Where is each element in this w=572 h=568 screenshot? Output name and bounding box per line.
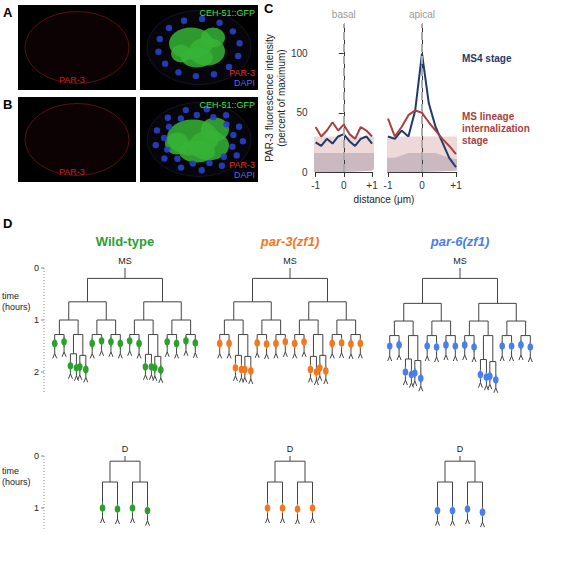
svg-text:MS4 stage: MS4 stage [462,53,512,64]
svg-text:PAR-3: PAR-3 [229,160,255,170]
svg-text:MS: MS [283,256,297,266]
svg-text:0: 0 [34,451,39,461]
svg-text:50: 50 [296,107,308,118]
svg-text:PAR-3 fluorescence intensity: PAR-3 fluorescence intensity [264,34,275,162]
svg-text:PAR-3: PAR-3 [59,167,85,177]
svg-text:MS lineage: MS lineage [462,111,515,122]
svg-text:time: time [2,291,19,301]
svg-text:par-6(zf1): par-6(zf1) [430,234,490,249]
svg-text:0: 0 [341,180,347,191]
svg-text:1: 1 [34,503,39,513]
svg-text:distance (μm): distance (μm) [354,194,415,205]
svg-text:apical: apical [409,9,435,20]
svg-text:C: C [264,1,274,16]
svg-text:-1: -1 [384,180,393,191]
svg-text:MS: MS [453,256,467,266]
svg-text:100: 100 [291,48,308,59]
svg-text:MS: MS [118,256,132,266]
svg-text:0: 0 [419,180,425,191]
svg-text:internalization: internalization [462,123,530,134]
svg-text:2: 2 [34,367,39,377]
svg-text:PAR-3: PAR-3 [229,68,255,78]
svg-text:DAPI: DAPI [234,170,255,180]
svg-text:0: 0 [34,263,39,273]
svg-text:-1: -1 [311,180,320,191]
svg-text:A: A [3,5,13,20]
svg-text:stage: stage [462,135,489,146]
svg-text:DAPI: DAPI [234,78,255,88]
svg-text:D: D [3,216,12,231]
svg-text:+1: +1 [450,180,462,191]
svg-text:(hours): (hours) [2,477,31,487]
svg-text:basal: basal [332,9,356,20]
svg-text:B: B [3,97,12,112]
svg-text:+1: +1 [366,180,378,191]
svg-text:par-3(zf1): par-3(zf1) [260,234,320,249]
svg-text:(hours): (hours) [2,302,31,312]
svg-text:CEH-51::GFP: CEH-51::GFP [199,100,255,110]
svg-text:CEH-51::GFP: CEH-51::GFP [199,8,255,18]
svg-text:D: D [457,444,464,454]
svg-text:time: time [2,466,19,476]
svg-text:PAR-3: PAR-3 [59,75,85,85]
svg-text:D: D [122,444,129,454]
svg-text:1: 1 [34,315,39,325]
svg-text:(percent of maximum): (percent of maximum) [276,49,287,146]
svg-text:D: D [287,444,294,454]
svg-text:Wild-type: Wild-type [96,234,154,249]
svg-text:0: 0 [302,167,308,178]
